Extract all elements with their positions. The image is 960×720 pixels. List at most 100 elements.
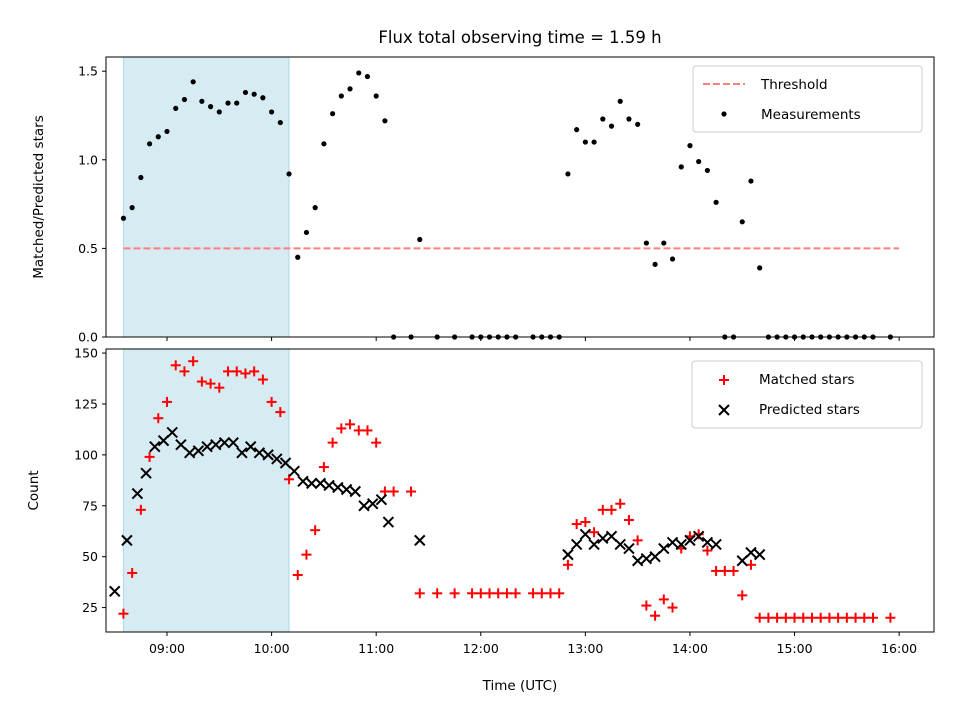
matched-star-point [275,407,286,418]
measurement-point [260,95,266,101]
measurement-point [704,167,710,174]
measurement-point [286,171,292,177]
measurement-point [138,174,144,181]
matched-star-point [615,498,626,509]
y-tick-label: 0.5 [78,241,98,256]
predicted-star-point [201,441,213,453]
measurement-point [669,256,676,262]
predicted-star-point [570,538,583,551]
measurement-point [652,261,658,267]
matched-star-point [406,486,417,497]
predicted-star-point [253,447,266,459]
predicted-star-point [658,542,670,555]
measurement-point [565,171,571,177]
matched-star-point [475,588,486,599]
measurement-point [373,93,379,99]
measurement-point [382,118,388,124]
predicted-star-point [218,436,231,449]
predicted-star-point [166,426,178,439]
predicted-star-point [666,536,679,549]
predicted-star-point [157,434,170,447]
matched-star-point [702,545,713,556]
predicted-star-point [305,477,318,490]
bottom-legend: Matched stars Predicted stars [691,360,923,429]
matched-star-point [310,525,321,536]
matched-star-point [318,462,329,473]
measurement-point [277,119,283,126]
matched-star-point [371,437,382,448]
matched-star-point [153,413,164,424]
matched-star-point [867,612,878,623]
matched-star-point [249,366,260,377]
matched-star-point [231,366,242,377]
measurement-point [678,164,684,170]
predicted-star-point [297,475,309,488]
predicted-star-point [640,552,653,565]
measurement-point [312,205,318,211]
y-tick-label: 1.0 [78,152,98,167]
matched-star-point [632,535,643,546]
matched-star-point [859,612,870,623]
matched-star-point [824,612,835,623]
measurement-point [321,141,327,147]
measurement-point [129,205,135,211]
matched-star-point [284,474,295,485]
predicted-star-point [605,530,618,543]
matched-star-point [266,396,277,407]
matched-star-point [301,549,312,560]
legend-measurements-label: Measurements [761,107,861,123]
axes-frame [105,56,935,338]
legend-box [692,65,923,133]
predicted-star-point [131,487,144,500]
y-tick-label: 150 [74,346,98,361]
matched-star-point [536,588,547,599]
measurement-point [661,240,667,246]
predicted-star-point [175,438,187,451]
predicted-star-point [121,534,133,547]
matched-star-point [798,612,809,623]
matched-star-point [345,419,356,430]
measurement-point [216,109,222,115]
matched-star-point [162,396,173,407]
matched-star-point [362,425,373,436]
matched-star-point [127,567,138,578]
measurement-point [356,70,362,76]
predicted-star-point [340,483,353,496]
matched-star-point [711,565,722,576]
x-tick-label: 15:00 [777,641,813,656]
predicted-star-point [183,447,196,459]
predicted-star-point [736,555,748,567]
matched-star-point [135,504,146,515]
measurement-point [574,127,580,133]
legend-predicted-label: Predicted stars [759,402,860,418]
matched-star-point [432,588,443,599]
predicted-star-point [753,548,766,561]
matched-star-point [257,374,268,385]
measurement-point [242,89,249,96]
predicted-star-point [684,534,696,547]
x-tick-label: 12:00 [463,641,499,656]
measurement-point [338,93,344,99]
matched-star-point [414,588,425,599]
x-tick-label: 11:00 [358,641,394,656]
y-tick-label: 0.0 [78,330,98,345]
predicted-star-point [588,538,600,551]
matched-star-point [789,612,800,623]
matched-star-point [353,425,364,436]
measurement-point [251,91,257,97]
matched-star-point [885,612,896,623]
top-panel: 0.0 0.5 1.0 1.5 Threshold Measurements [78,56,935,345]
measurement-point [687,143,693,149]
top-legend: Threshold Measurements [692,65,923,133]
chart-title: Flux total observing time = 1.59 h [378,28,661,47]
x-tick-label: 09:00 [149,641,185,656]
matched-star-point [772,612,783,623]
matched-star-point [205,378,216,389]
matched-star-point [589,527,600,538]
predicted-star-point [710,538,722,551]
matched-star-point [501,588,512,599]
matched-star-point [144,451,155,462]
predicted-star-point [140,467,152,479]
x-tick-label: 10:00 [254,641,290,656]
measurement-point [164,128,170,135]
